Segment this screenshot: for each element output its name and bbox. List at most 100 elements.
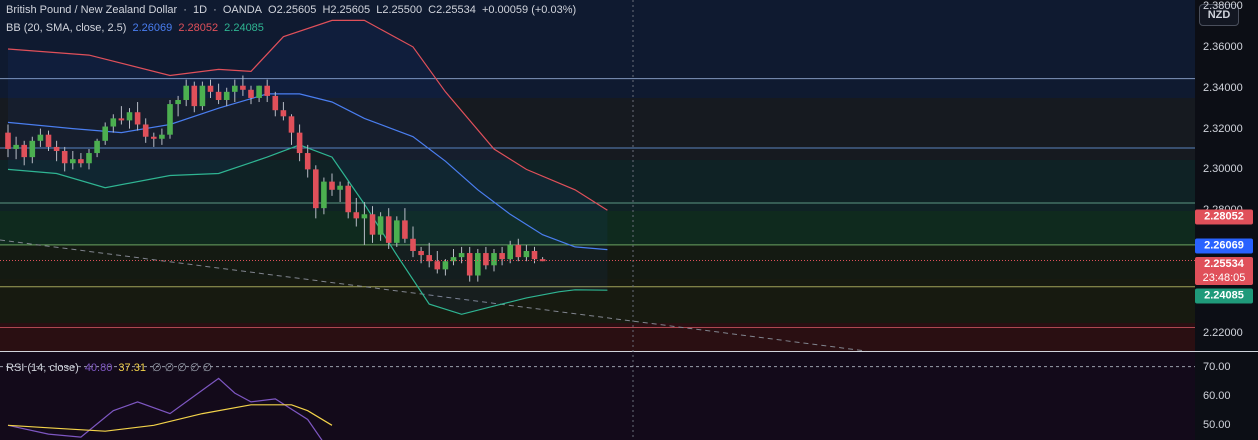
- broker: OANDA: [222, 4, 262, 16]
- candle-35: [288, 116, 295, 133]
- candle-37: [304, 153, 311, 170]
- candle-48: [394, 220, 400, 243]
- candle-34: [280, 110, 287, 117]
- bb-fill: [8, 20, 608, 315]
- low-value: L2.25500: [376, 4, 423, 16]
- bb-basis-price-tag: 2.26069: [1195, 238, 1253, 254]
- rsi-series-1: [7, 404, 333, 432]
- bb-basis-value: 2.26069: [132, 22, 173, 34]
- candle-39: [321, 181, 327, 209]
- high-value: H2.25605: [322, 4, 371, 16]
- candle-42: [345, 185, 351, 213]
- sep-2: ·: [213, 4, 217, 16]
- currency-button[interactable]: NZD: [1199, 4, 1239, 26]
- rsi-value: 40.80: [84, 362, 113, 374]
- zone-upper: [0, 98, 1195, 160]
- candle-13: [110, 118, 117, 127]
- candle-10: [86, 153, 92, 164]
- zone-top: [0, 0, 1195, 98]
- bb-upper-value: 2.28052: [178, 22, 219, 34]
- bb-lower-value: 2.24085: [224, 22, 264, 34]
- bb-upper-price-tag: 2.28052: [1195, 209, 1253, 225]
- candle-19: [159, 134, 165, 139]
- candle-47: [385, 216, 392, 243]
- candle-16: [134, 112, 141, 125]
- zone-mid: [0, 160, 1195, 211]
- candle-14: [118, 118, 125, 121]
- candle-23: [191, 85, 198, 107]
- sep-1: ·: [183, 4, 187, 16]
- change-value: +0.00059 (+0.03%): [481, 4, 577, 16]
- candle-50: [410, 238, 416, 252]
- symbol-name[interactable]: British Pound / New Zealand Dollar: [6, 4, 178, 16]
- candle-29: [240, 85, 246, 90]
- candle-21: [175, 99, 181, 105]
- candle-12: [102, 126, 108, 141]
- candle-32: [264, 85, 270, 96]
- candle-55: [450, 257, 457, 262]
- candle-63: [515, 244, 522, 258]
- candle-64: [523, 251, 530, 258]
- candle-30: [248, 89, 254, 98]
- candle-0: [5, 132, 11, 149]
- last-price: 2.25534: [1204, 258, 1244, 270]
- rsi-series-0: [7, 377, 323, 440]
- candle-52: [426, 255, 432, 262]
- rsi-legend: RSI (14, close) 40.80 37.31 ∅ ∅ ∅ ∅ ∅: [6, 361, 215, 374]
- rsi-tick-0: 70.00: [1203, 360, 1231, 373]
- candle-6: [53, 146, 60, 152]
- candle-58: [475, 253, 481, 276]
- candle-31: [256, 85, 262, 98]
- candle-11: [94, 140, 100, 154]
- bb-lower-price-tag: 2.24085: [1195, 288, 1253, 304]
- timeframe[interactable]: 1D: [193, 4, 208, 16]
- candle-46: [377, 216, 384, 235]
- price-tick-4: 2.30000: [1203, 163, 1243, 176]
- candle-44: [361, 214, 368, 219]
- candle-41: [337, 185, 343, 190]
- symbol-legend: British Pound / New Zealand Dollar · 1D …: [6, 4, 579, 16]
- open-value: O2.25605: [268, 4, 317, 16]
- candle-53: [434, 261, 441, 270]
- candle-40: [329, 181, 335, 190]
- rsi-label[interactable]: RSI (14, close): [6, 362, 79, 374]
- candle-28: [232, 85, 238, 92]
- rsi-ma-value: 37.31: [118, 362, 146, 374]
- price-tick-6: 2.22000: [1203, 326, 1243, 339]
- price-tick-3: 2.32000: [1203, 122, 1243, 135]
- candle-33: [272, 95, 279, 111]
- rsi-tick-2: 50.00: [1203, 419, 1231, 432]
- candle-3: [29, 140, 36, 158]
- candle-2: [21, 144, 27, 158]
- candle-27: [223, 91, 230, 100]
- bar-countdown: 23:48:05: [1202, 272, 1246, 284]
- bb-label[interactable]: BB (20, SMA, close, 2.5): [6, 22, 127, 34]
- trend-line: [0, 239, 867, 352]
- candle-20: [167, 104, 173, 135]
- candle-9: [78, 159, 84, 164]
- candle-66: [539, 259, 546, 262]
- candle-26: [215, 91, 222, 100]
- candle-1: [13, 144, 19, 149]
- bb-upper-line: [7, 19, 608, 211]
- candle-22: [183, 85, 189, 100]
- candle-43: [353, 212, 360, 219]
- candle-45: [369, 214, 376, 235]
- candle-51: [418, 251, 424, 256]
- candle-49: [402, 220, 408, 239]
- last-price-tag: 2.25534 23:48:05: [1195, 257, 1253, 285]
- candle-36: [296, 132, 303, 154]
- candle-38: [313, 169, 319, 209]
- candle-15: [126, 112, 133, 121]
- candle-8: [70, 159, 76, 164]
- close-value: C2.25534: [428, 4, 476, 16]
- candle-17: [142, 124, 149, 137]
- rsi-extra-values: ∅ ∅ ∅ ∅ ∅: [152, 362, 213, 374]
- rsi-tick-1: 60.00: [1203, 390, 1231, 402]
- candle-56: [458, 253, 465, 258]
- zone-green: [0, 211, 1195, 244]
- candle-4: [37, 134, 44, 141]
- candle-18: [151, 136, 157, 139]
